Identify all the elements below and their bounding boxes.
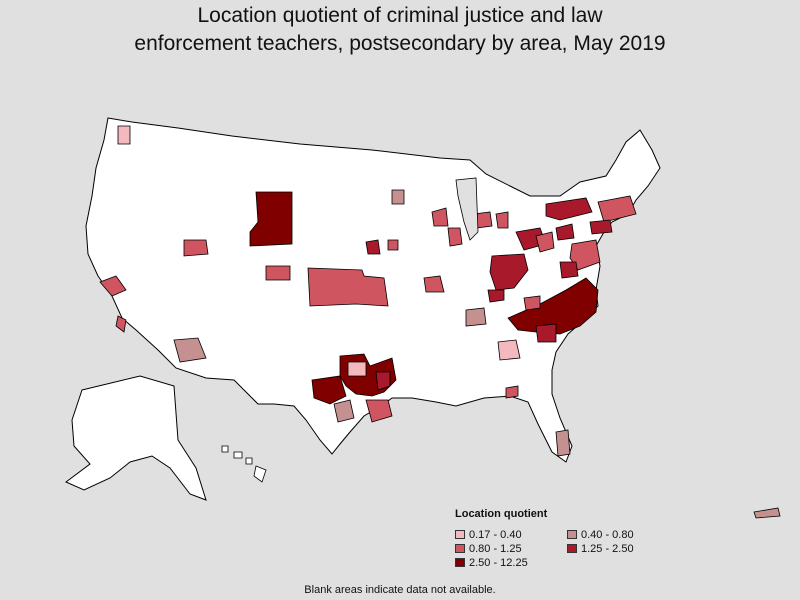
region-georgia xyxy=(497,339,521,361)
region-colorado xyxy=(265,265,291,281)
alaska-outline xyxy=(65,375,207,501)
region-texas-austin xyxy=(333,399,355,423)
legend-item-1: 0.17 - 0.40 xyxy=(455,528,567,541)
hawaii-islands xyxy=(221,445,267,483)
region-mid-atlantic xyxy=(569,239,601,271)
region-kentucky-south xyxy=(487,289,505,303)
region-tennessee xyxy=(465,307,487,327)
region-washington xyxy=(117,125,131,145)
footnote: Blank areas indicate data not available. xyxy=(304,584,496,596)
region-wyoming xyxy=(249,191,293,247)
legend-swatch-5 xyxy=(455,558,465,567)
region-texas-houston xyxy=(365,399,393,423)
region-new-york-2 xyxy=(555,223,575,241)
region-minnesota xyxy=(391,189,405,205)
region-iowa-2 xyxy=(387,239,399,251)
legend-item-3: 0.80 - 1.25 xyxy=(455,542,567,555)
region-texas-central xyxy=(311,375,347,405)
region-illinois xyxy=(447,227,463,247)
region-texas-east xyxy=(375,371,391,391)
region-arizona xyxy=(173,337,207,363)
region-new-york xyxy=(545,197,593,221)
region-virginia-2 xyxy=(523,295,541,311)
legend-swatch-1 xyxy=(455,530,465,539)
legend-title: Location quotient xyxy=(455,508,548,520)
legend-label-5: 2.50 - 12.25 xyxy=(469,556,528,569)
legend-label-2: 0.40 - 0.80 xyxy=(581,528,634,541)
legend-swatch-3 xyxy=(455,544,465,553)
legend-label-1: 0.17 - 0.40 xyxy=(469,528,522,541)
legend-swatch-4 xyxy=(567,544,577,553)
region-california-south xyxy=(115,315,127,333)
legend-label-3: 0.80 - 1.25 xyxy=(469,542,522,555)
region-utah xyxy=(183,239,209,257)
legend-item-2: 0.40 - 0.80 xyxy=(567,528,679,541)
legend: Location quotient 0.17 - 0.40 0.40 - 0.8… xyxy=(455,508,685,569)
region-california-central xyxy=(99,275,127,297)
region-ohio-kentucky xyxy=(489,253,529,291)
region-iowa xyxy=(365,239,381,255)
region-wisconsin xyxy=(431,207,449,227)
region-maryland xyxy=(559,261,579,279)
legend-swatch-2 xyxy=(567,530,577,539)
region-michigan-2 xyxy=(495,211,509,229)
map-title: Location quotient of criminal justice an… xyxy=(0,2,800,58)
region-new-england-2 xyxy=(589,219,613,235)
region-florida xyxy=(555,429,571,457)
legend-label-4: 1.25 - 2.50 xyxy=(581,542,634,555)
region-gulf xyxy=(505,385,519,399)
great-lakes xyxy=(455,177,479,241)
legend-item-5: 2.50 - 12.25 xyxy=(455,556,567,569)
region-new-england xyxy=(597,195,637,223)
region-north-carolina-2 xyxy=(535,323,557,343)
legend-grid: 0.17 - 0.40 0.40 - 0.80 0.80 - 1.25 1.25… xyxy=(455,528,685,569)
region-pennsylvania-2 xyxy=(535,231,555,253)
map-title-line-1: Location quotient of criminal justice an… xyxy=(197,4,603,27)
region-kansas xyxy=(307,267,389,307)
map-title-line-2: enforcement teachers, postsecondary by a… xyxy=(134,32,666,55)
region-missouri xyxy=(423,275,445,293)
region-virginia-north-carolina xyxy=(507,277,599,335)
legend-item-4: 1.25 - 2.50 xyxy=(567,542,679,555)
puerto-rico xyxy=(753,507,781,519)
region-texas-dallas xyxy=(347,361,367,377)
